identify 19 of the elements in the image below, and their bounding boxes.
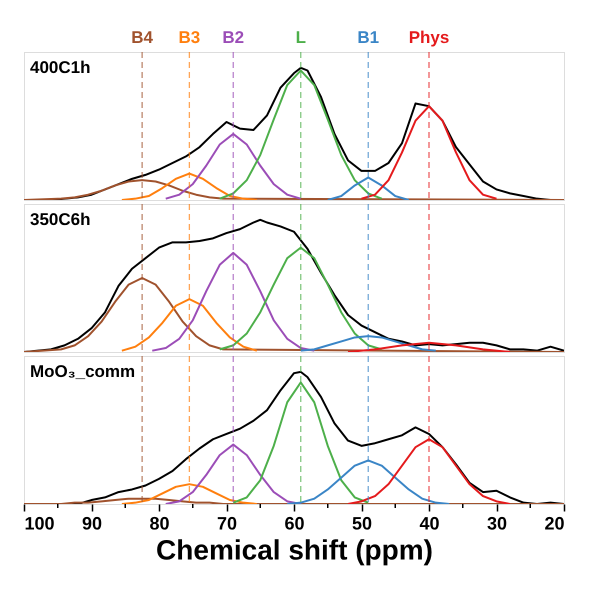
x-tick-label: 50 — [352, 514, 372, 534]
x-tick-label: 80 — [149, 514, 170, 534]
chart-title: MoO₃_comm — [30, 362, 136, 381]
ref-line-label: L — [296, 28, 306, 47]
ref-line-label: Phys — [408, 28, 450, 47]
x-tick-label: 40 — [419, 514, 440, 534]
chart-title: 350C6h — [30, 210, 90, 229]
x-tick-label: 20 — [544, 514, 564, 534]
x-axis-title: Chemical shift (ppm) — [156, 534, 433, 566]
x-tick-label: 100 — [24, 514, 55, 534]
ref-line-label: B1 — [357, 28, 380, 47]
x-tick-label: 30 — [486, 514, 508, 534]
ref-line-label: B3 — [178, 28, 200, 47]
x-tick-label: 90 — [82, 514, 102, 534]
ref-line-label: B4 — [131, 28, 154, 47]
x-tick-label: 70 — [216, 514, 238, 534]
x-tick-label: 60 — [284, 514, 305, 534]
chart-title: 400C1h — [30, 58, 90, 77]
ref-line-label: B2 — [222, 28, 244, 47]
